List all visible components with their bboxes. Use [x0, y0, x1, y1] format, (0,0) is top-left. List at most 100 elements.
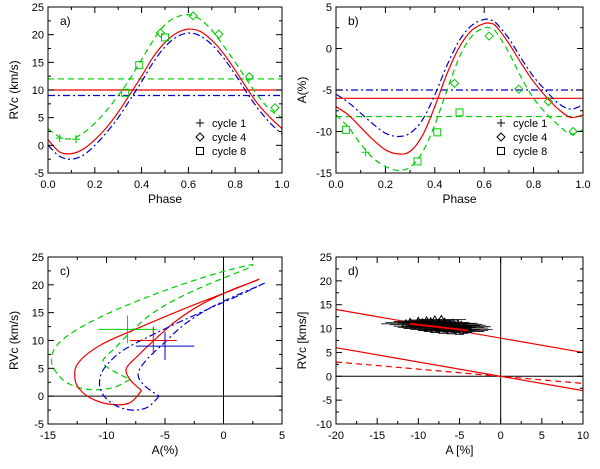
series-loop-cycle-1-c [74, 278, 260, 406]
series-fit-cycle-4-a [48, 14, 282, 140]
data-point-points-cycle-1 [55, 134, 64, 143]
panel-c: -15 -10 -5 0 5 -5 0 5 10 15 20 25 A(%) RVc (km/s) c) [7, 252, 285, 457]
y-tick-label-a: 20 [32, 30, 44, 42]
y-axis-label-a: RVc (km/s) [7, 60, 21, 119]
x-tick-label-b: 0.0 [328, 179, 343, 191]
y-tick-label-d: -5 [322, 395, 332, 407]
data-point-points-cycle-4 [270, 102, 280, 113]
data-point-points-cycle-4 [214, 29, 224, 39]
data-point-points-cycle-4 [484, 31, 494, 41]
y-tick-label-c: -5 [34, 419, 44, 431]
data-point-points-cycle-4 [244, 72, 254, 82]
x-tick-label-d: -20 [328, 430, 344, 442]
y-tick-label-b: -15 [316, 168, 332, 180]
x-tick-label-c: -15 [40, 430, 56, 442]
y-tick-label-a: 5 [38, 113, 44, 125]
panel-a: 0.0 0.2 0.4 0.6 0.8 1.0 -5 0 5 10 15 20 25 Phase RVc (… [7, 2, 290, 206]
y-tick-label-d: 25 [320, 252, 332, 264]
series-mean-cross-cycle-4 [98, 315, 157, 344]
line-fit-dashed [336, 361, 583, 385]
x-tick-label-d: 5 [539, 430, 545, 442]
series-fit-cycle-8-a [48, 32, 282, 160]
x-axis-label-b: Phase [442, 192, 476, 206]
legend-marker-plus [196, 119, 204, 127]
y-tick-label-a: 10 [32, 85, 44, 97]
series-points-cycle-1-a [55, 134, 81, 144]
x-tick-label-a: 0.2 [87, 179, 102, 191]
plot-area-c [48, 257, 282, 424]
panel-d: -20 -15 -10 -5 0 5 10 -10 -5 0 5 10 15 20 25 A [%] RVc [… [295, 252, 589, 457]
x-tick-label-d: -15 [369, 430, 385, 442]
y-tick-label-c: 15 [32, 308, 44, 320]
x-tick-label-b: 0.2 [378, 179, 393, 191]
legend-label: cycle 4 [513, 132, 547, 144]
y-tick-label-d: 0 [326, 371, 332, 383]
y-axis-label-c: RVc (km/s) [7, 311, 21, 370]
data-point-points-cycle-4 [449, 78, 460, 89]
y-tick-label-b: 5 [326, 2, 332, 14]
y-tick-label-d: -10 [316, 419, 332, 431]
x-tick-label-b: 0.4 [427, 179, 442, 191]
y-tick-label-a: 15 [32, 57, 44, 69]
y-tick-label-d: 15 [320, 300, 332, 312]
y-tick-label-c: 25 [32, 252, 44, 264]
legend-label: cycle 1 [212, 118, 246, 130]
data-point-points-cycle-8 [135, 61, 144, 70]
data-point-points-cycle-4 [155, 28, 166, 38]
series-loop-cycle-8-c [98, 282, 266, 411]
x-tick-label-b: 0.6 [477, 179, 492, 191]
x-tick-label-a: 0.8 [228, 179, 243, 191]
y-tick-label-a: 25 [32, 2, 44, 14]
y-tick-label-b: -10 [316, 127, 332, 139]
series-points-cycle-1-b [361, 148, 370, 157]
y-tick-label-d: 5 [326, 347, 332, 359]
series-points-cycle-4-a [155, 11, 280, 113]
y-tick-label-a: 0 [38, 140, 44, 152]
series-fit-cycle-1-a [48, 28, 282, 155]
legend-marker-square [196, 147, 204, 155]
y-tick-label-d: 10 [320, 324, 332, 336]
series-points-cycle-4-b [449, 31, 578, 137]
legend-marker-diamond [496, 132, 506, 142]
series-fit-cycle-8-b [336, 18, 583, 138]
data-point-points-cycle-4 [514, 84, 524, 94]
legend-marker-plus [497, 119, 505, 127]
legend-a: cycle 1 cycle 4 cycle 8 [195, 118, 246, 158]
panel-label-d: d) [348, 264, 359, 278]
data-point-points-cycle-4 [188, 11, 198, 21]
x-axis-label-d: A [%] [445, 443, 473, 457]
x-tick-label-c: 0 [220, 430, 226, 442]
x-tick-label-a: 0.4 [134, 179, 149, 191]
legend-marker-square [497, 147, 505, 155]
series-mean-cross-cycle-1 [129, 326, 177, 355]
x-tick-label-a: 0.0 [40, 179, 55, 191]
legend-label: cycle 8 [513, 146, 547, 158]
y-tick-label-b: 0 [326, 44, 332, 56]
series-points-cycle-8-b [341, 108, 464, 166]
data-point-points-cycle-8 [161, 33, 169, 42]
line-fit-data-top [409, 322, 468, 332]
panel-label-b: b) [348, 14, 359, 28]
axes-frame-d [335, 256, 584, 425]
data-point-points-cycle-8 [121, 88, 130, 97]
data-point [462, 324, 473, 333]
x-tick-label-b: 1.0 [575, 179, 590, 191]
scatter-points-d [381, 314, 493, 335]
line-fit-lower [336, 347, 583, 392]
y-axis-label-b: A(%) [295, 77, 309, 104]
plot-area-b [336, 18, 583, 172]
data-point-points-cycle-8 [341, 125, 350, 134]
plot-area-d [336, 257, 583, 424]
x-tick-label-d: -5 [455, 430, 465, 442]
y-tick-label-a: -5 [34, 168, 44, 180]
y-tick-label-b: -5 [322, 85, 332, 97]
x-tick-label-c: 5 [279, 430, 285, 442]
data-point-points-cycle-4 [568, 126, 578, 137]
x-tick-label-d: 10 [577, 430, 589, 442]
legend-marker-diamond [195, 132, 205, 142]
plot-area-a [48, 11, 282, 160]
x-tick-label-d: 0 [498, 430, 504, 442]
y-tick-label-c: 20 [32, 280, 44, 292]
data-point-points-cycle-8 [455, 108, 464, 117]
